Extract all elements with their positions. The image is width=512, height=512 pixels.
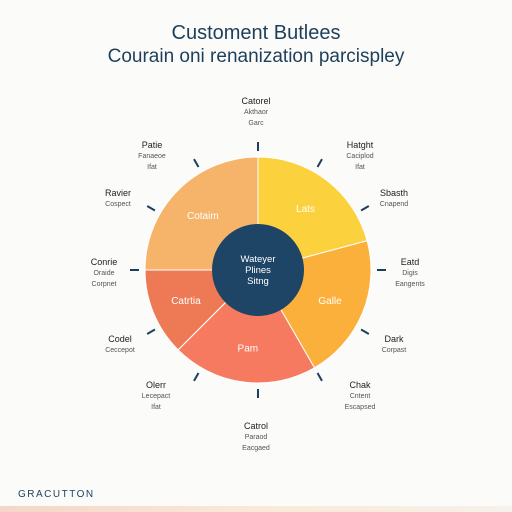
outer-label-title: Eatd (400, 257, 420, 267)
tick-mark (193, 372, 200, 382)
outer-label: Hatght Caciplod Ifat (310, 140, 410, 173)
segment-label: Galle (318, 296, 342, 307)
tick-mark (146, 205, 156, 212)
outer-label-detail: Paraod (244, 434, 268, 441)
outer-label-detail: Digis (402, 270, 418, 277)
center-hub-line: Wateyer (240, 254, 275, 265)
wheel-segment (177, 269, 316, 384)
outer-label-title: Ravier (104, 188, 131, 198)
footer-brand: GRACUTTON (18, 489, 95, 500)
tick-marks (130, 142, 386, 398)
outer-label-detail: Escapsed (344, 404, 376, 411)
segment-label: Catrtia (171, 296, 201, 307)
segment-labels: Cotaim Lats Galle Pam Catrtia (171, 204, 342, 354)
outer-label: Eatd Digis Eangents (360, 257, 460, 290)
center-hub-line: Sitng (247, 276, 269, 287)
outer-label: Codel Ceccepot (70, 334, 170, 356)
outer-label-title: Patie (141, 140, 163, 150)
outer-label: Conrie Oraide Corpnet (54, 257, 154, 290)
outer-label-detail: Garc (248, 120, 264, 127)
outer-label-detail: Corpnet (91, 281, 117, 288)
outer-label-detail: Eacgaed (242, 445, 270, 452)
center-hub-line: Plines (245, 265, 271, 276)
outer-label-detail: Oraide (93, 270, 115, 277)
outer-label-detail: Cospect (105, 201, 131, 208)
outer-label-detail: Akthaor (243, 109, 269, 116)
outer-label: Ravier Cospect (68, 188, 168, 210)
outer-label: Catorel Akthaor Garc (206, 96, 306, 129)
center-hub (212, 224, 304, 316)
outer-label: Chak Cntent Escapsed (310, 380, 410, 413)
page-title: Customent Butlees (171, 22, 341, 44)
outer-label-title: Codel (108, 334, 132, 344)
outer-label: Catrol Paraod Eacgaed (206, 421, 306, 454)
segment-label: Pam (238, 343, 259, 354)
outer-label-detail: Eangents (395, 281, 425, 288)
outer-label-title: Catorel (241, 96, 271, 106)
outer-label-detail: Caciplod (346, 153, 374, 160)
outer-label-detail: Ifat (151, 404, 161, 411)
outer-label-detail: Cntent (349, 393, 371, 400)
outer-label-title: Catrol (243, 421, 268, 431)
outer-label-detail: Ifat (355, 164, 365, 171)
outer-label-title: Hatght (346, 140, 374, 150)
outer-label: Olerr Lecepact Ifat (106, 380, 206, 413)
outer-label-detail: Lecepact (141, 393, 171, 400)
outer-label: Dark Corpast (344, 334, 444, 356)
tick-mark (360, 328, 370, 335)
segment-label: Lats (296, 204, 315, 215)
tick-mark (316, 372, 323, 382)
outer-label-title: Sbasth (379, 188, 409, 198)
outer-label-detail: Cnapend (379, 201, 409, 208)
tick-mark (360, 205, 370, 212)
outer-label-title: Olerr (146, 380, 166, 390)
outer-label-title: Conrie (90, 257, 118, 267)
outer-label: Sbasth Cnapend (344, 188, 444, 210)
footer-decoration (0, 506, 512, 512)
segment-label: Cotaim (187, 211, 219, 222)
page-subtitle: Courain oni renanization parcispley (107, 46, 405, 67)
tick-mark (193, 158, 200, 168)
outer-label-detail: Corpast (381, 347, 407, 354)
outer-label-title: Dark (384, 334, 404, 344)
outer-label-detail: Ifat (147, 164, 157, 171)
outer-label-detail: Fanaeoe (138, 153, 166, 160)
tick-mark (316, 158, 323, 168)
outer-label: Patie Fanaeoe Ifat (102, 140, 202, 173)
outer-label-title: Chak (349, 380, 371, 390)
outer-label-detail: Ceccepot (105, 347, 135, 354)
tick-mark (146, 328, 156, 335)
